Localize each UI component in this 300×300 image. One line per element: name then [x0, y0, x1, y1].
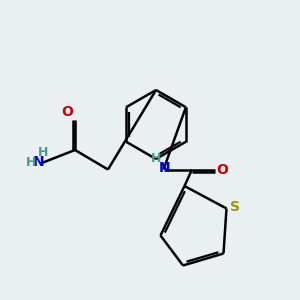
Text: O: O: [61, 106, 74, 119]
Text: H: H: [151, 152, 161, 166]
Text: H: H: [38, 146, 49, 160]
Text: H: H: [26, 155, 37, 169]
Text: O: O: [216, 163, 228, 176]
Text: N: N: [33, 155, 45, 169]
Text: S: S: [230, 200, 240, 214]
Text: N: N: [159, 161, 171, 175]
